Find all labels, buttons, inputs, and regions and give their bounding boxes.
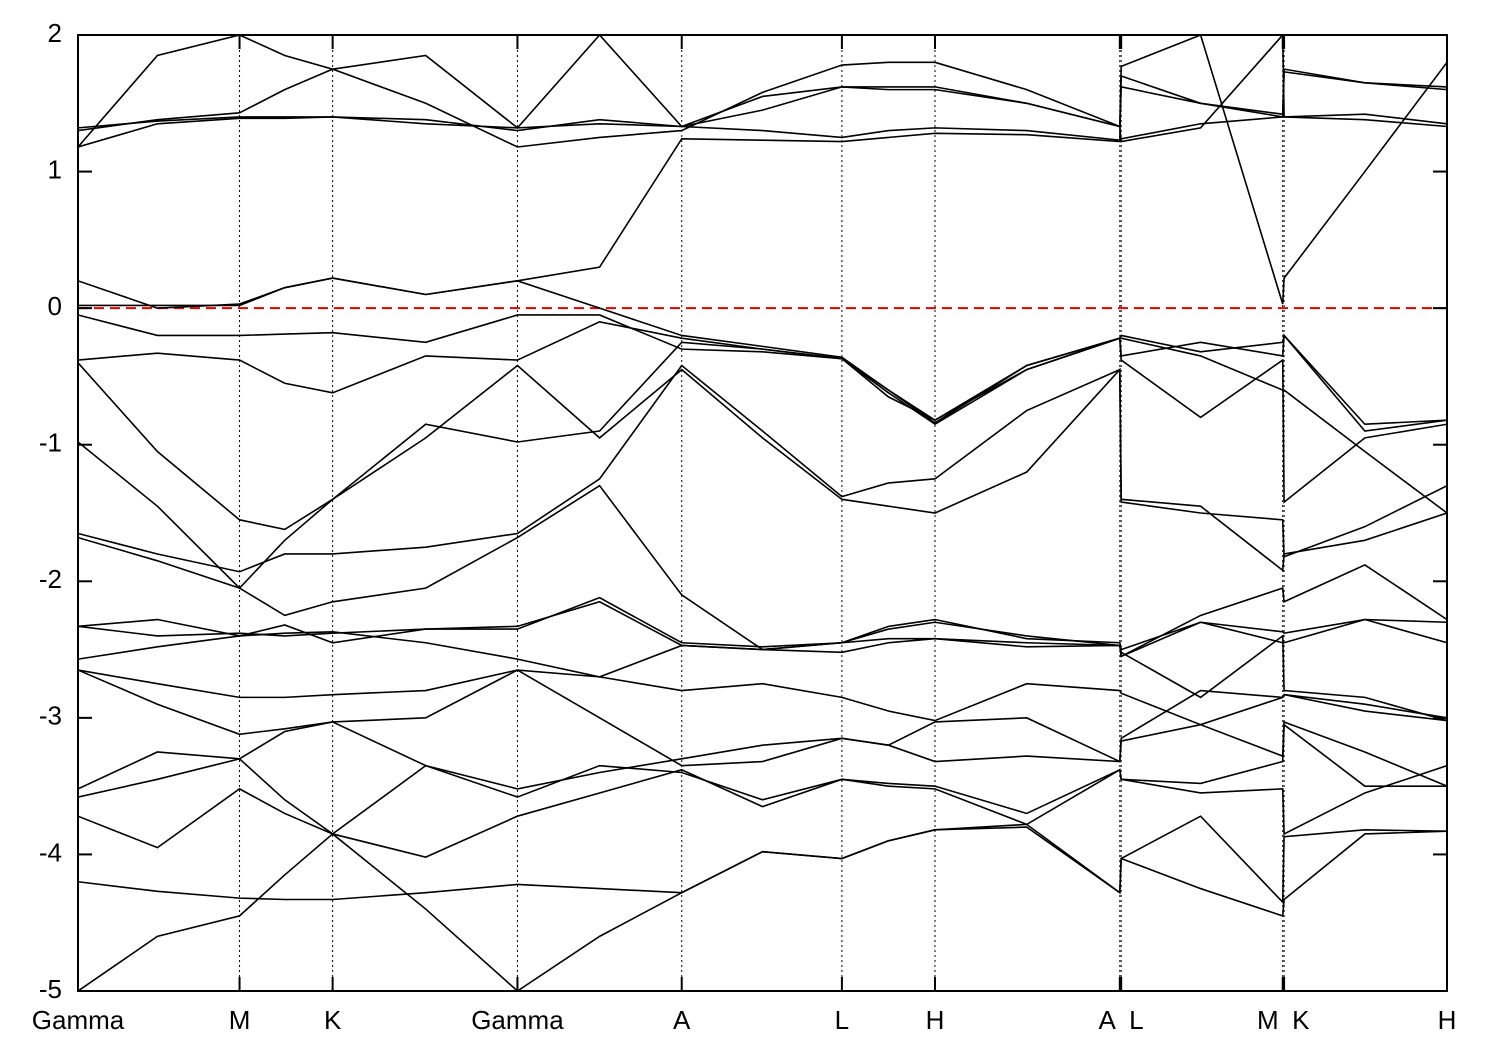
band-line — [78, 364, 1447, 590]
y-tick-label: -5 — [39, 974, 62, 1004]
x-tick-label: M — [229, 1005, 251, 1035]
band-line — [78, 669, 1447, 767]
frame — [77, 34, 1448, 992]
band-line — [78, 669, 1447, 736]
plot-area — [78, 35, 1447, 991]
y-tick-label: -2 — [39, 564, 62, 594]
band-line — [78, 815, 1447, 905]
x-tick-label: L — [835, 1005, 849, 1035]
x-tick-label: L — [1129, 1005, 1143, 1035]
band-line — [78, 277, 1447, 426]
band-line — [78, 484, 1447, 658]
x-tick-label: A — [673, 1005, 691, 1035]
x-tick-label: Gamma — [471, 1005, 564, 1035]
band-line — [78, 720, 1447, 790]
x-tick-label: H — [1438, 1005, 1457, 1035]
band-line — [78, 35, 1447, 305]
x-tick-label: K — [1292, 1005, 1310, 1035]
x-tick-label: H — [926, 1005, 945, 1035]
y-tick-label: 0 — [48, 291, 62, 321]
y-tick-label: -1 — [39, 428, 62, 458]
band-line — [78, 320, 1447, 514]
x-tick-label: M — [1257, 1005, 1279, 1035]
band-line — [78, 723, 1447, 835]
band-line — [78, 596, 1447, 651]
band-line — [78, 764, 1447, 859]
y-tick-label: -4 — [39, 837, 62, 867]
band-line — [78, 364, 1447, 573]
band-line — [78, 314, 1447, 432]
x-tick-label: Gamma — [32, 1005, 125, 1035]
y-tick-label: 2 — [48, 18, 62, 48]
y-tick-label: 1 — [48, 154, 62, 184]
x-tick-label: K — [324, 1005, 342, 1035]
x-tick-label: A — [1098, 1005, 1116, 1035]
band-line — [78, 35, 1447, 148]
band-line — [78, 631, 1447, 722]
band-line — [78, 600, 1447, 658]
band-line — [78, 337, 1447, 531]
band-line — [78, 116, 1447, 307]
y-tick-label: -3 — [39, 701, 62, 731]
band-line — [78, 68, 1447, 148]
